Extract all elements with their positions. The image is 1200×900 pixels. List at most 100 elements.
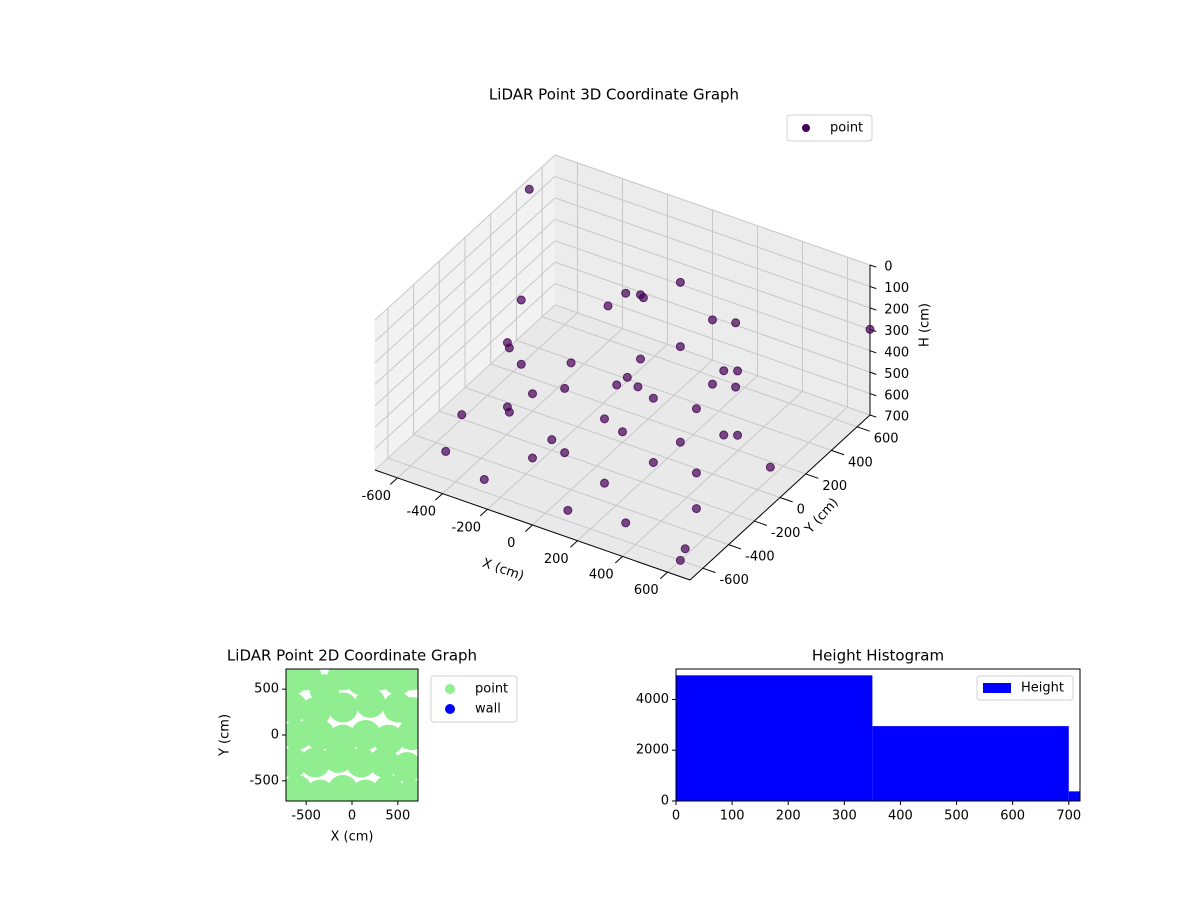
grid-line [516,339,832,451]
point [304,779,335,801]
z-tick-label: 200 [884,303,909,318]
tick-mark [754,520,768,526]
bar [676,675,873,801]
point [547,435,557,445]
x-tick-label: -600 [362,489,392,504]
point [765,462,775,472]
point [621,518,631,528]
z-axis-label: H (cm) [918,303,933,347]
point [600,414,609,424]
tick-mark [614,556,623,564]
legend-marker [802,124,810,132]
x-tick-label: 400 [589,568,614,583]
grid-line [554,154,871,266]
y-tick-label: -600 [719,573,749,588]
grid-line [374,283,556,449]
y-tick-label: 200 [822,479,847,494]
x-axis-label: X (cm) [331,830,374,845]
grid-line [387,457,704,569]
point [691,468,701,478]
point [286,720,312,750]
point [396,669,418,691]
x-tick-label: 0 [348,809,356,824]
grid-line [554,240,871,352]
legend-label: point [830,121,863,136]
chart-title: LiDAR Point 2D Coordinate Graph [227,647,477,665]
tick-mark [831,449,845,456]
grid-line [554,304,871,416]
point [350,720,381,750]
point [719,430,729,440]
point [441,446,451,456]
point [691,404,701,414]
z-tick-label: 100 [884,281,909,296]
point [691,504,701,514]
tick-mark [869,393,877,397]
point [524,184,534,194]
point [504,343,514,353]
point [675,277,685,287]
x-tick-label: 500 [385,809,410,824]
point [528,453,537,463]
point [621,288,631,298]
tick-mark [869,264,877,268]
point [327,775,358,801]
point [733,366,743,376]
grid-line [374,197,556,364]
y-tick-label: 2000 [636,743,669,758]
x-tick-label: 700 [1056,809,1081,824]
y-tick-label: 500 [254,682,279,697]
point [636,354,645,364]
x-tick-label: 200 [776,809,801,824]
grid-line [439,410,755,522]
z-tick-label: 500 [884,367,909,382]
grid-line [464,387,781,498]
point [323,742,354,773]
x-tick-label: -200 [452,520,482,535]
point [286,747,308,778]
grid-line [374,261,556,428]
legend-label: point [475,682,508,697]
point [396,779,418,801]
x-tick-label: 400 [888,809,913,824]
axes-frame [675,668,1081,802]
z-tick-label: 400 [884,345,909,360]
y-tick-label: -200 [771,526,801,541]
tick-mark [805,473,819,479]
x-tick-label: 600 [634,583,659,598]
chart-title: Height Histogram [812,647,944,665]
point [479,474,489,484]
tick-mark [434,493,443,501]
y-tick-label: 600 [874,432,899,447]
z-tick-label: 700 [884,410,909,425]
grid-line [374,240,556,407]
tick-mark [856,426,870,432]
x-axis-line [374,469,691,581]
grid-line [554,197,871,309]
tick-mark [869,414,877,418]
point [560,383,570,393]
tick-mark [569,540,578,548]
point [528,389,537,399]
grid-line [541,316,858,428]
point [612,380,622,390]
grid-line [554,218,871,330]
point [516,359,526,369]
point [350,779,381,801]
legend-box [786,114,873,142]
point [865,324,875,334]
legend-box [430,675,518,723]
point [600,478,609,488]
point [675,342,685,352]
y-tick-label: 4000 [636,692,669,707]
point [633,382,643,392]
y-tick-label: 0 [271,728,279,743]
point [566,358,576,368]
x-tick-label: 300 [832,809,857,824]
grid-line [374,218,556,385]
point [355,687,386,718]
point [392,752,418,783]
point [373,775,404,801]
point [304,720,335,750]
